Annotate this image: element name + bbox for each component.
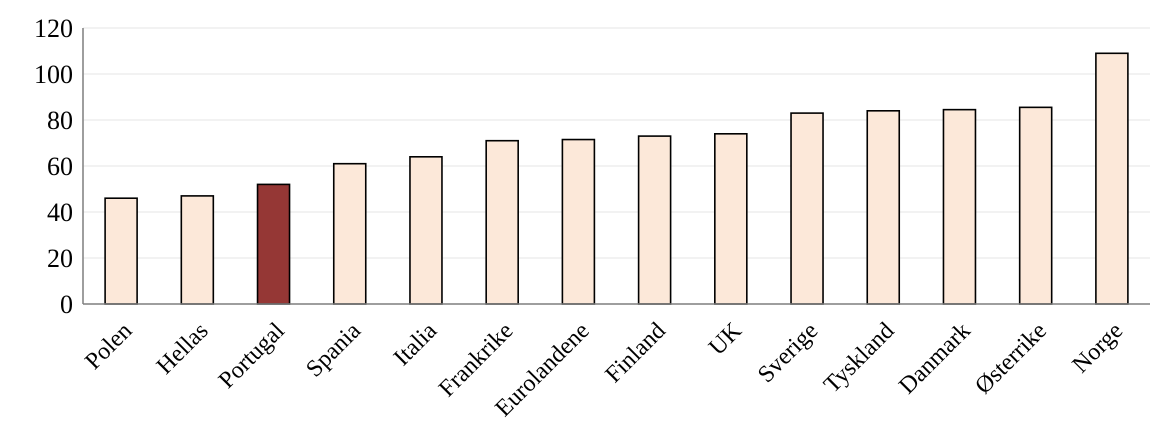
category-labels: Polen Hellas Portugal Spania ItaliaFrankrike…	[80, 317, 1128, 422]
y-tick-label: 120	[34, 14, 73, 43]
bar-norge	[1095, 52, 1129, 305]
bar-spania	[332, 162, 367, 305]
category-label: UK	[704, 317, 747, 360]
y-tick-label: 60	[47, 152, 73, 181]
y-tick-label: 80	[47, 106, 73, 135]
bar-finland	[637, 135, 672, 305]
bar-danmark	[942, 108, 977, 305]
y-tick-labels: 0 20 40 60 80 100 120	[34, 14, 73, 319]
category-label: Spania	[301, 318, 366, 383]
y-tick-label: 40	[47, 198, 73, 227]
y-tick-label: 100	[34, 60, 73, 89]
category-label: Portugal	[214, 318, 290, 394]
bar-tyskland	[866, 110, 901, 305]
bar-polen	[104, 197, 138, 305]
bar-østerrike	[1018, 106, 1053, 305]
bar-italia	[409, 156, 443, 305]
bar-portugal	[256, 183, 291, 305]
category-label: Polen	[80, 318, 137, 375]
bars	[104, 52, 1129, 305]
gridlines	[83, 27, 1150, 259]
bar-sverige	[790, 112, 824, 305]
category-label: Hellas	[152, 318, 214, 380]
category-label: Tyskland	[819, 318, 899, 398]
category-label: Norge	[1068, 318, 1128, 378]
bar-uk	[714, 133, 748, 305]
bar-hellas	[180, 195, 215, 305]
category-label: Østerrike	[970, 318, 1052, 400]
axes	[82, 28, 1150, 305]
y-tick-label: 0	[60, 290, 73, 319]
bar-frankrike	[485, 139, 519, 305]
category-label: Finland	[601, 318, 671, 388]
category-label: Danmark	[894, 318, 976, 400]
bar-eurolandene	[561, 138, 596, 305]
category-label: Italia	[389, 318, 442, 371]
y-tick-label: 20	[47, 244, 73, 273]
category-label: Sverige	[753, 318, 823, 388]
